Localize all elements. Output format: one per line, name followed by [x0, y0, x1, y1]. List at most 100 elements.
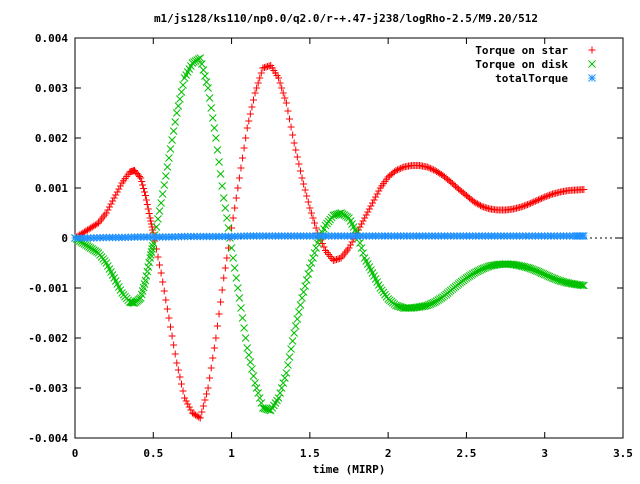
data-point-dense — [417, 302, 425, 311]
data-point-dense — [244, 351, 253, 359]
data-point-dense — [559, 277, 568, 286]
data-point-dense — [237, 304, 245, 312]
data-point-dense — [147, 248, 156, 256]
data-point-dense — [202, 78, 211, 86]
data-point-dense — [154, 253, 162, 261]
data-point-dense — [223, 214, 231, 222]
data-point-dense — [249, 372, 258, 380]
data-point — [235, 294, 244, 302]
series-star — [71, 232, 588, 242]
data-point-dense — [113, 188, 121, 196]
x-axis-label: time (MIRP) — [313, 463, 386, 476]
data-point-dense — [287, 123, 295, 131]
data-point-dense — [420, 302, 429, 310]
data-point-dense — [569, 280, 577, 288]
data-point-dense — [233, 284, 242, 292]
y-tick-label: 0.004 — [35, 32, 68, 45]
data-point-dense — [335, 209, 344, 218]
data-point-dense — [199, 402, 207, 410]
data-point-dense — [177, 380, 185, 388]
data-point-dense — [207, 104, 216, 112]
data-point — [196, 414, 204, 422]
data-point-dense — [215, 310, 223, 318]
x-tick-label: 0 — [72, 447, 79, 460]
data-point-dense — [147, 217, 155, 225]
data-point-dense — [221, 204, 230, 212]
data-point-dense — [562, 278, 571, 287]
data-point-dense — [248, 365, 256, 373]
data-point-dense — [138, 178, 146, 185]
y-tick-label: 0.001 — [35, 182, 68, 195]
data-point — [306, 264, 314, 272]
data-point-dense — [362, 211, 370, 219]
data-point-dense — [128, 298, 137, 307]
data-point-dense — [301, 186, 309, 194]
data-point-dense — [530, 198, 538, 206]
data-point-dense — [372, 193, 380, 201]
data-point-dense — [542, 192, 550, 200]
data-point-dense — [285, 353, 294, 361]
data-point-dense — [426, 164, 434, 172]
data-point — [219, 194, 228, 202]
y-tick-label: 0 — [61, 232, 68, 245]
data-point-dense — [104, 206, 112, 214]
data-point-dense — [223, 254, 231, 262]
data-point-dense — [187, 406, 195, 414]
data-point-dense — [231, 204, 239, 212]
data-point-dense — [359, 217, 367, 225]
data-point — [157, 269, 165, 277]
data-point-dense — [578, 281, 587, 290]
data-point-dense — [217, 298, 225, 306]
data-point-dense — [199, 66, 208, 74]
chart-title: m1/js128/ks110/np0.0/q2.0/r-+.47-j238/lo… — [154, 12, 538, 25]
data-point-dense — [565, 279, 574, 288]
data-point — [275, 74, 283, 82]
data-point-dense — [299, 288, 308, 296]
data-point-dense — [520, 262, 529, 271]
data-point-dense — [428, 165, 436, 173]
x-tick-label: 2 — [385, 447, 392, 460]
data-point — [556, 277, 565, 285]
data-point — [235, 174, 243, 182]
data-point-dense — [185, 403, 193, 411]
data-point-dense — [152, 223, 161, 231]
data-point-dense — [252, 384, 261, 392]
data-point — [361, 214, 369, 222]
data-point — [306, 204, 314, 212]
data-point-dense — [309, 254, 317, 262]
data-point — [290, 139, 298, 147]
data-point-dense — [142, 196, 150, 204]
data-point-dense — [373, 190, 381, 198]
data-point-dense — [145, 258, 154, 267]
data-point-dense — [310, 249, 319, 257]
data-point-dense — [144, 205, 152, 213]
data-point-dense — [293, 153, 301, 161]
data-point-dense — [171, 350, 179, 358]
data-point-dense — [253, 84, 261, 92]
data-point-dense — [224, 244, 232, 252]
data-point-dense — [515, 261, 524, 270]
data-point-dense — [213, 146, 222, 154]
data-point-dense — [545, 191, 553, 199]
data-point-dense — [320, 243, 328, 251]
data-point-dense — [162, 296, 170, 304]
data-point-dense — [201, 72, 209, 80]
data-point — [204, 384, 212, 392]
data-point — [146, 214, 154, 222]
data-point — [181, 394, 189, 402]
data-point — [165, 314, 173, 322]
data-point-dense — [198, 408, 206, 416]
data-point-dense — [287, 345, 295, 353]
data-point-dense — [347, 241, 355, 249]
data-point-dense — [536, 195, 544, 203]
data-point-dense — [257, 69, 265, 77]
data-point-dense — [218, 182, 227, 190]
data-point-dense — [539, 194, 547, 202]
data-point-dense — [229, 254, 237, 262]
data-point-dense — [237, 164, 245, 172]
data-point-dense — [229, 214, 237, 222]
data-point-dense — [311, 219, 319, 227]
x-tick-label: 0.5 — [143, 447, 163, 460]
data-point-dense — [148, 245, 156, 253]
